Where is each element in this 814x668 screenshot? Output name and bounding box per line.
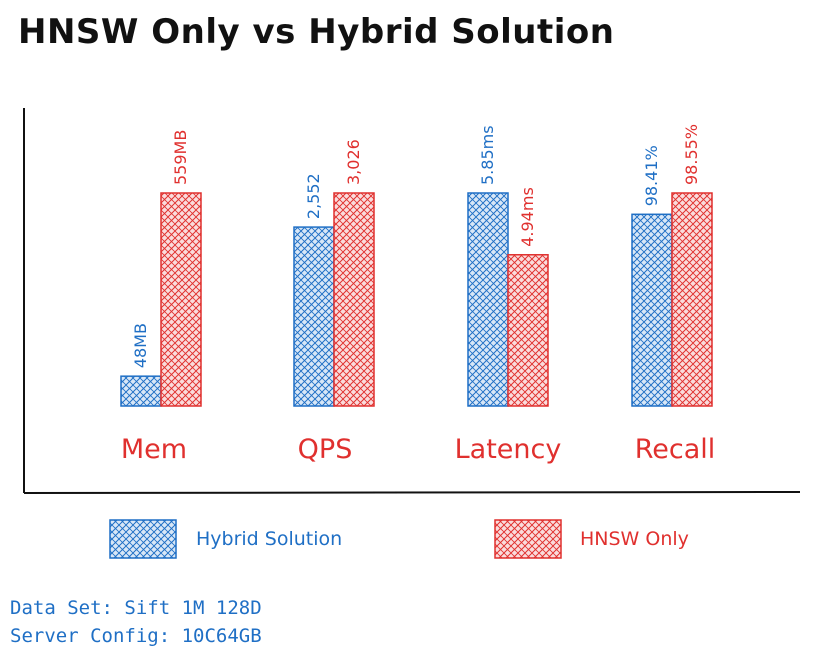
axes: [23, 108, 801, 494]
bar-qps-hnsw: [333, 192, 375, 407]
legend-swatch-hybrid: [109, 519, 177, 559]
bar-latency-hybrid: [467, 192, 509, 407]
category-label-recall: Recall: [635, 434, 716, 465]
data-label-mem-hybrid: 48MB: [131, 323, 150, 368]
data-label-recall-hnsw: 98.55%: [682, 124, 701, 185]
data-label-latency-hybrid: 5.85ms: [478, 125, 497, 185]
category-label-qps: QPS: [298, 434, 353, 465]
data-label-mem-hnsw: 559MB: [171, 130, 190, 185]
bars: 48MB 559MB Mem 2,552 3,026 QPS 5.85ms 4.94ms Lat…: [120, 124, 716, 465]
server-config-label: Server Config: 10C64GB: [10, 625, 262, 647]
bar-recall-hnsw: [671, 192, 713, 407]
bar-qps-hybrid: [293, 226, 335, 407]
bar-mem-hnsw: [160, 192, 202, 407]
legend-swatch-hnsw: [494, 519, 562, 559]
data-label-latency-hnsw: 4.94ms: [518, 187, 537, 247]
data-label-qps-hnsw: 3,026: [344, 139, 363, 185]
dataset-label: Data Set: Sift 1M 128D: [10, 597, 262, 619]
chart-title: HNSW Only vs Hybrid Solution: [18, 12, 615, 52]
legend-label-hybrid: Hybrid Solution: [196, 528, 342, 550]
bar-recall-hybrid: [631, 213, 673, 407]
legend-label-hnsw: HNSW Only: [580, 528, 689, 550]
category-label-mem: Mem: [121, 434, 187, 465]
x-axis-line: [23, 491, 801, 494]
data-label-recall-hybrid: 98.41%: [642, 145, 661, 206]
bar-latency-hnsw: [507, 254, 549, 407]
category-label-latency: Latency: [455, 434, 562, 465]
legend: Hybrid Solution HNSW Only: [109, 519, 689, 559]
bar-mem-hybrid: [120, 375, 162, 407]
data-label-qps-hybrid: 2,552: [304, 173, 323, 219]
